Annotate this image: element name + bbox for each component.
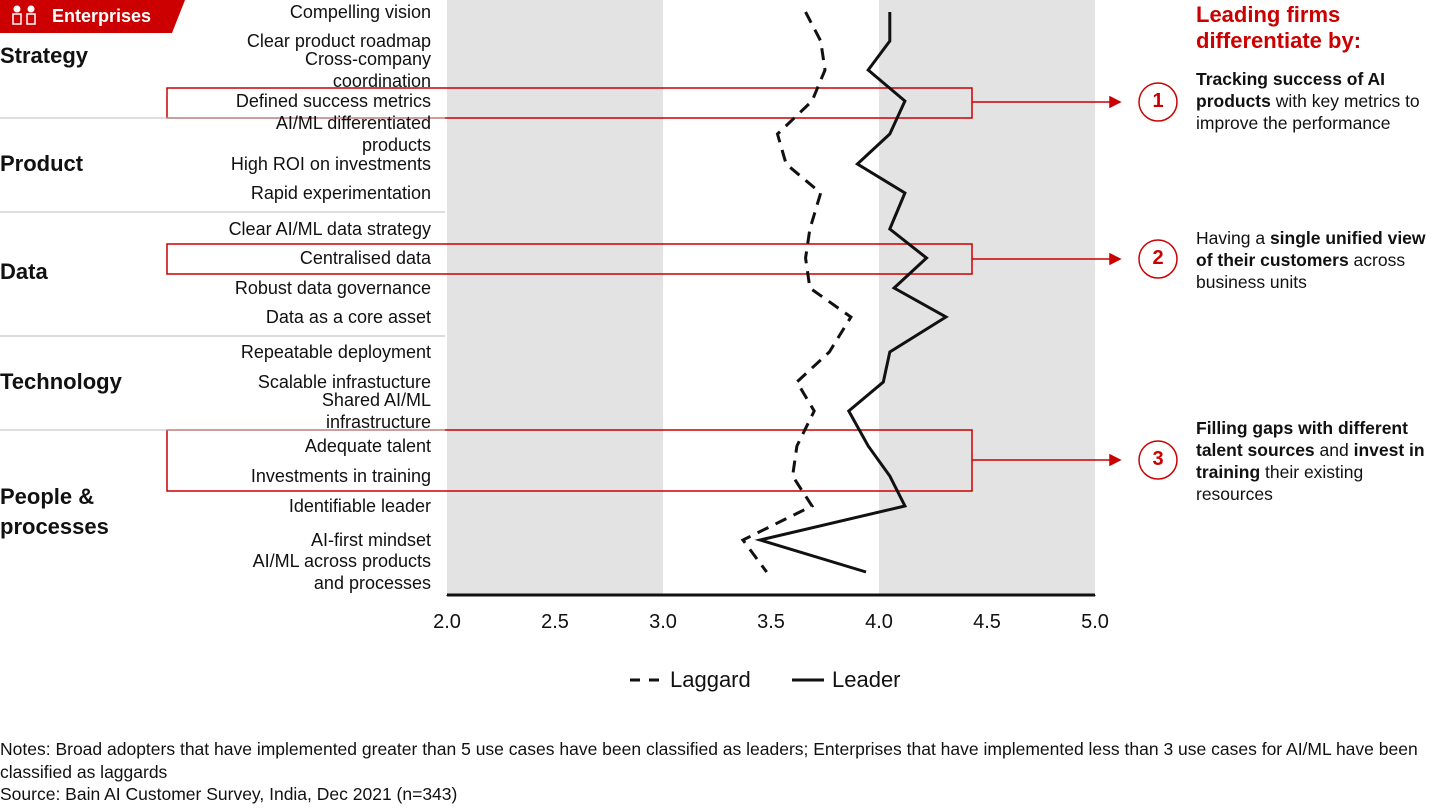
category-label: Rapid experimentation bbox=[250, 183, 431, 203]
category-label: Defined success metrics bbox=[235, 91, 431, 111]
shaded-band bbox=[447, 0, 663, 595]
category-label: High ROI on investments bbox=[230, 154, 431, 174]
x-tick-label: 4.5 bbox=[973, 611, 1001, 633]
tag-background bbox=[0, 0, 185, 33]
group-label: People & processes bbox=[0, 484, 109, 539]
callout-text: Tracking success of AI products with key… bbox=[1196, 68, 1440, 134]
category-label: Scalable infrastucture bbox=[257, 372, 431, 392]
category-label: Repeatable deployment bbox=[240, 342, 431, 362]
category-label: Adequate talent bbox=[304, 436, 431, 456]
tag-icon bbox=[12, 5, 36, 25]
x-tick-label: 5.0 bbox=[1081, 611, 1109, 633]
category-label: Investments in training bbox=[250, 466, 431, 486]
category-label: Centralised data bbox=[299, 248, 431, 268]
x-tick-label: 3.5 bbox=[757, 611, 785, 633]
category-label: Robust data governance bbox=[234, 278, 431, 298]
callout-part: across business units bbox=[1196, 250, 1406, 292]
x-tick-label: 2.5 bbox=[541, 611, 569, 633]
x-tick-label: 3.0 bbox=[649, 611, 677, 633]
group-label: Product bbox=[0, 151, 84, 176]
series-line bbox=[740, 11, 853, 573]
category-label: AI/ML differentiated products bbox=[275, 113, 431, 155]
group-label: Data bbox=[0, 259, 48, 284]
category-label: Data as a core asset bbox=[265, 307, 431, 327]
tag-label: Enterprises bbox=[52, 6, 152, 26]
category-label: Clear AI/ML data strategy bbox=[228, 219, 431, 239]
category-label: Clear product roadmap bbox=[246, 31, 431, 51]
category-label: Compelling vision bbox=[289, 2, 431, 22]
callout-part: and bbox=[1314, 440, 1354, 460]
legend-label: Leader bbox=[832, 667, 901, 692]
x-tick-label: 4.0 bbox=[865, 611, 893, 633]
category-label: Identifiable leader bbox=[288, 496, 431, 516]
callout-part: their existing resources bbox=[1196, 462, 1364, 504]
legend-label: Laggard bbox=[670, 667, 751, 692]
group-label: Technology bbox=[0, 369, 122, 394]
category-label: Cross-company coordination bbox=[304, 49, 431, 91]
source: Source: Bain AI Customer Survey, India, … bbox=[0, 784, 458, 804]
callout-part: invest in training bbox=[1196, 440, 1425, 482]
group-label: Strategy bbox=[0, 43, 89, 68]
callout-number: 3 bbox=[1152, 448, 1164, 470]
shaded-band bbox=[879, 0, 1095, 595]
callout-text: Having a single unified view of their cu… bbox=[1196, 227, 1440, 293]
callout-text: Filling gaps with different talent sourc… bbox=[1196, 417, 1440, 505]
callout-part: with key metrics to improve the performa… bbox=[1196, 91, 1420, 133]
x-tick-label: 2.0 bbox=[433, 611, 461, 633]
category-label: Shared AI/ML infrastructure bbox=[321, 390, 431, 432]
category-label: AI-first mindset bbox=[310, 530, 431, 550]
callout-part: Having a bbox=[1196, 228, 1270, 248]
notes: Notes: Broad adopters that have implemen… bbox=[0, 739, 1418, 782]
callout-number: 1 bbox=[1152, 90, 1164, 112]
callout-part: Tracking success of AI products bbox=[1196, 69, 1386, 111]
series-line bbox=[754, 12, 949, 574]
callout-part: Filling gaps with different talent sourc… bbox=[1196, 418, 1408, 460]
callout-number: 2 bbox=[1152, 247, 1164, 269]
highlight-boxes bbox=[166, 82, 1178, 492]
callout-part: single unified view of their customers bbox=[1196, 228, 1426, 270]
callout-title: Leading firms differentiate by: bbox=[1196, 2, 1362, 53]
category-label: AI/ML across products and processes bbox=[252, 551, 431, 593]
